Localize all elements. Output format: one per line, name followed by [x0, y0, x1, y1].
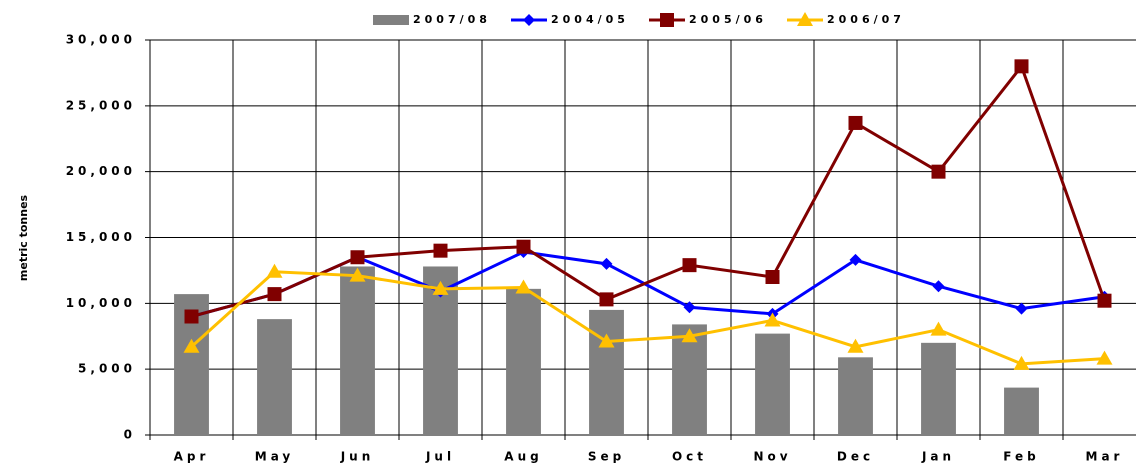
legend-label: 2005/06 [689, 13, 767, 26]
marker [764, 312, 781, 327]
marker [1096, 350, 1113, 365]
legend-marker [797, 12, 813, 26]
y-tick-label: 5,000 [78, 362, 136, 376]
bar [838, 357, 873, 435]
marker [349, 267, 366, 282]
marker [433, 243, 448, 258]
marker [267, 287, 282, 302]
y-tick-label: 15,000 [66, 230, 136, 244]
x-tick-label: Nov [753, 450, 791, 464]
legend-label: 2004/05 [551, 13, 629, 26]
marker [184, 309, 199, 324]
bar [506, 288, 541, 435]
bar [1004, 387, 1039, 435]
marker [516, 239, 531, 254]
legend-marker [523, 14, 535, 26]
marker [682, 258, 697, 273]
legend-marker [660, 13, 674, 27]
bar [755, 333, 790, 435]
x-tick-label: Sep [588, 450, 625, 464]
marker [847, 338, 864, 353]
marker [931, 164, 946, 179]
x-tick-label: Jul [425, 450, 455, 464]
x-tick-label: Aug [504, 450, 542, 464]
y-tick-label: 10,000 [66, 296, 136, 310]
marker [350, 250, 365, 265]
x-tick-label: Jan [921, 450, 955, 464]
x-tick-label: May [255, 450, 295, 464]
y-tick-label: 0 [124, 428, 136, 442]
x-tick-label: Jun [340, 450, 375, 464]
marker [1013, 355, 1030, 370]
x-tick-label: Mar [1086, 450, 1124, 464]
x-tick-label: Oct [672, 450, 707, 464]
x-tick-label: Dec [837, 450, 874, 464]
x-tick-label: Apr [174, 450, 210, 464]
marker [681, 328, 698, 343]
marker [600, 257, 613, 270]
marker [765, 270, 780, 284]
marker [183, 338, 200, 353]
bar [257, 319, 292, 435]
marker [683, 301, 696, 314]
marker [598, 333, 615, 348]
marker [849, 253, 862, 266]
x-tick-label: Feb [1003, 450, 1039, 464]
bar [672, 324, 707, 435]
marker [266, 263, 283, 278]
bar [921, 342, 956, 435]
bar [589, 309, 624, 435]
marker [1097, 293, 1112, 308]
marker [515, 279, 532, 294]
marker [848, 115, 863, 130]
line [190, 270, 1105, 366]
marker [1014, 59, 1029, 74]
marker [432, 280, 449, 295]
y-tick-label: 25,000 [66, 98, 136, 112]
marker [1015, 302, 1028, 315]
legend-label: 2007/08 [413, 13, 491, 26]
marker [930, 321, 947, 336]
line [191, 63, 1106, 318]
legend-swatch [373, 15, 409, 25]
y-tick-label: 20,000 [66, 164, 136, 178]
bar [340, 266, 375, 435]
y-tick-label: 30,000 [66, 33, 136, 47]
y-axis-label: metric tonnes [17, 194, 30, 281]
legend-label: 2006/07 [827, 13, 905, 26]
marker [599, 292, 614, 307]
marker [932, 280, 945, 293]
